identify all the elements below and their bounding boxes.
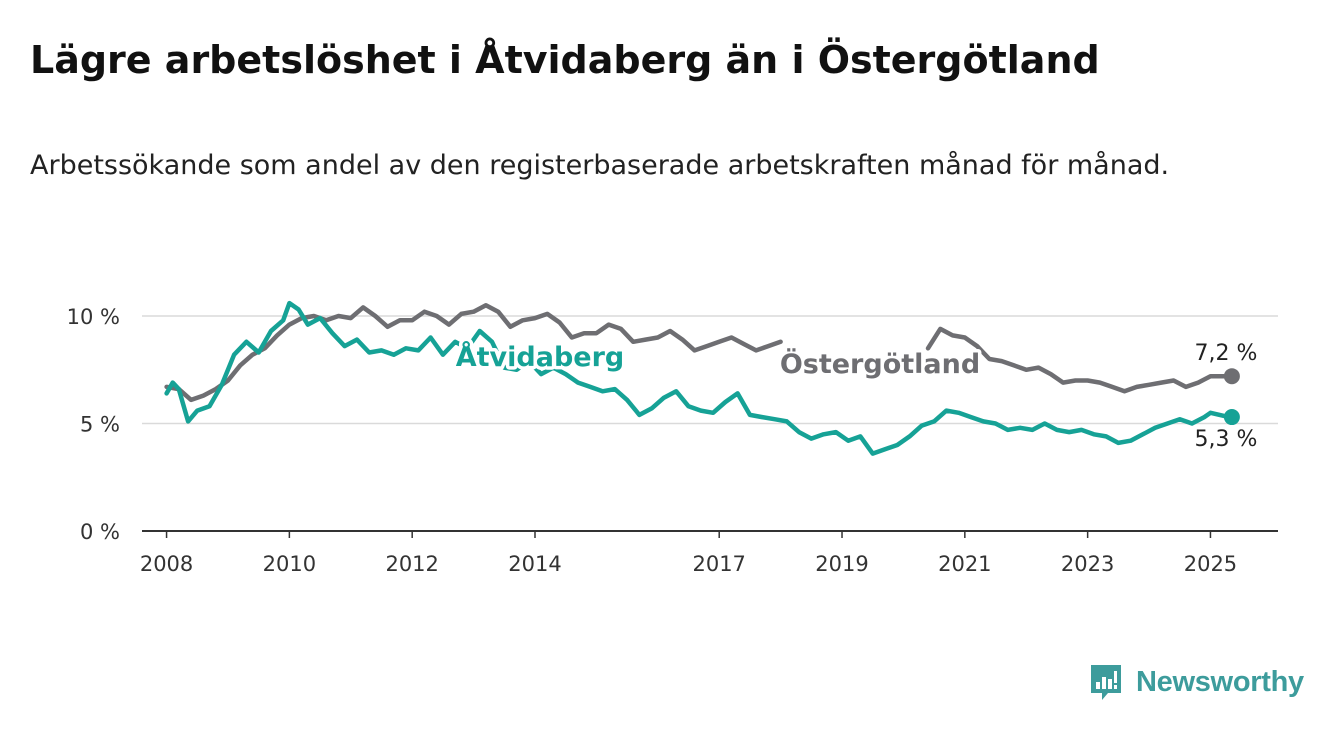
end-value-label: 5,3 % [1195, 427, 1258, 452]
series-line-0-1 [925, 326, 1232, 394]
bar-chart-icon [1091, 665, 1121, 700]
x-tick-label: 2023 [1061, 552, 1114, 576]
x-tick-label: 2021 [938, 552, 991, 576]
x-axis: 0 % 5 % 10 % 2008 2010 2012 2014 2017 2019 2021 20… [67, 305, 1278, 576]
gridlines [142, 315, 1278, 425]
series-line-1-0 [164, 300, 1232, 456]
chart-subtitle: Arbetssökande som andel av den registerb… [30, 150, 1170, 181]
y-tick-label: 10 % [67, 305, 120, 329]
series-line-0-0 [164, 303, 783, 403]
y-tick-label: 5 % [80, 413, 120, 437]
x-tick-label: 2014 [508, 552, 561, 576]
end-point-marker [1223, 368, 1240, 385]
newsworthy-logo: Newsworthy [1088, 660, 1304, 704]
y-tick-label: 0 % [80, 520, 120, 544]
series-label: Östergötland [780, 347, 980, 380]
x-tick-label: 2008 [140, 552, 193, 576]
brand-name: Newsworthy [1136, 665, 1304, 698]
series-lines [164, 300, 1240, 456]
end-point-marker [1223, 409, 1240, 426]
end-value-label: 7,2 % [1195, 341, 1258, 366]
x-tick-label: 2017 [692, 552, 745, 576]
x-tick-label: 2012 [385, 552, 438, 576]
chart-title: Lägre arbetslöshet i Åtvidaberg än i Öst… [30, 38, 1100, 82]
x-tick-label: 2025 [1184, 552, 1237, 576]
x-tick-label: 2010 [263, 552, 316, 576]
series-label: Åtvidaberg [456, 341, 625, 373]
series-labels: Östergötland Åtvidaberg 7,2 % 5,3 % [452, 338, 1260, 455]
x-tick-label: 2019 [815, 552, 868, 576]
